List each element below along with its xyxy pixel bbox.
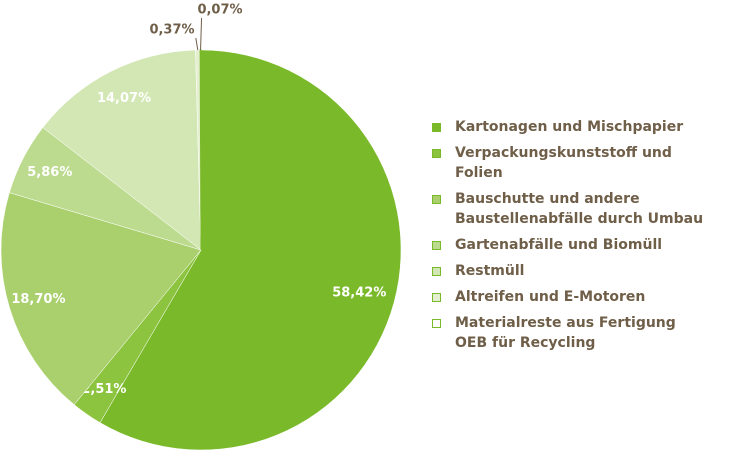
legend-item: Verpackungskunststoff und Folien <box>432 143 722 183</box>
data-label: 5,86% <box>27 165 72 180</box>
legend-item: Altreifen und E-Motoren <box>432 287 722 307</box>
legend-item: Restmüll <box>432 261 722 281</box>
data-label: 2,51% <box>81 382 126 397</box>
legend-swatch <box>432 241 441 250</box>
leader-line <box>195 37 199 51</box>
data-label: 0,37% <box>149 23 194 38</box>
legend-label: Bauschutte und andere Baustellenabfälle … <box>455 191 704 227</box>
legend-item: Materialreste aus Fertigung OEB für Recy… <box>432 313 722 353</box>
legend-swatch <box>432 293 441 302</box>
legend-swatch <box>432 123 441 132</box>
pie-slice <box>0 192 202 406</box>
data-label: 58,42% <box>332 285 386 300</box>
leader-line <box>200 17 203 51</box>
legend-swatch <box>432 319 441 328</box>
legend: Kartonagen und Mischpapier Verpackungskun… <box>432 117 722 359</box>
legend-label: Restmüll <box>455 263 525 279</box>
pie-slice <box>99 49 402 451</box>
legend-label: Materialreste aus Fertigung OEB für Recy… <box>455 315 676 351</box>
legend-item: Kartonagen und Mischpapier <box>432 117 722 137</box>
legend-swatch <box>432 267 441 276</box>
legend-label: Altreifen und E-Motoren <box>455 289 646 305</box>
legend-label: Kartonagen und Mischpapier <box>455 119 684 135</box>
data-label: 0,07% <box>197 3 242 18</box>
legend-swatch <box>432 195 441 204</box>
legend-label: Verpackungskunststoff und Folien <box>455 145 672 181</box>
legend-swatch <box>432 149 441 158</box>
data-label: 14,07% <box>97 91 151 106</box>
legend-label: Gartenabfälle und Biomüll <box>455 237 663 253</box>
legend-item: Gartenabfälle und Biomüll <box>432 235 722 255</box>
pie-slice <box>42 49 202 251</box>
data-label: 18,70% <box>11 292 65 307</box>
pie-chart: 58,42% 2,51% 18,70% 5,86% 14,07% 0,37%0,07% <box>0 3 402 451</box>
legend-item: Bauschutte und andere Baustellenabfälle … <box>432 189 722 229</box>
